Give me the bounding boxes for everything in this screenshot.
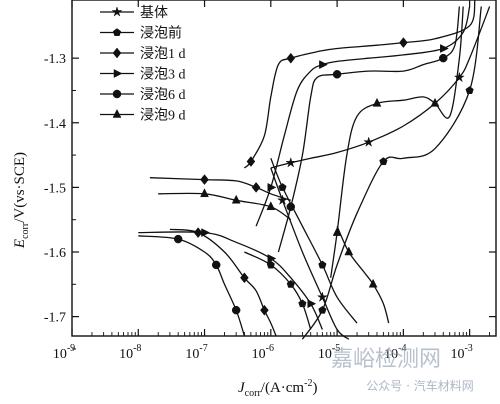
series-line-cathodic-2 [169, 228, 277, 337]
data-marker [267, 182, 277, 192]
series-line-cathodic-3 [138, 231, 323, 330]
data-marker [211, 260, 221, 270]
data-marker [399, 37, 408, 49]
data-marker [173, 234, 183, 244]
data-marker [201, 228, 211, 238]
legend-label: 浸泡前 [140, 25, 182, 42]
series-line-cathodic-4 [138, 235, 246, 337]
x-tick-label: 10-3 [450, 343, 472, 362]
data-marker [200, 174, 209, 186]
data-marker [111, 6, 123, 17]
data-marker [319, 60, 328, 70]
data-marker [246, 156, 256, 167]
data-marker [112, 47, 122, 59]
x-tick-label: 10-8 [119, 343, 141, 362]
data-marker [113, 69, 123, 78]
data-marker [231, 305, 241, 315]
series-line-anodic-0 [270, 6, 491, 169]
legend-label: 浸泡1 d [140, 46, 186, 62]
data-marker [285, 156, 297, 168]
series-line-anodic-3 [255, 6, 471, 227]
y-tick-label: -1.5 [44, 181, 66, 196]
x-axis-title: Jcorr/(A·cm-2) [238, 378, 317, 399]
data-marker [276, 194, 289, 206]
data-marker [112, 28, 122, 36]
data-marker [266, 260, 275, 269]
data-marker [112, 89, 122, 99]
data-marker [332, 70, 342, 79]
data-marker [368, 278, 378, 288]
data-marker [379, 157, 388, 166]
series-line-anodic-2 [243, 0, 476, 169]
data-marker [439, 53, 448, 63]
data-marker [316, 291, 328, 303]
x-tick-label: 10-4 [384, 343, 406, 362]
data-marker [112, 108, 122, 118]
legend-label: 基体 [140, 4, 168, 21]
data-marker [286, 52, 296, 64]
data-marker [240, 272, 249, 284]
x-axis-ticks: 10-9 10-8 10-7 10-6 10-5 10-4 10-3 [53, 0, 491, 362]
watermark-account: 公众号 · 汽车材料网 [366, 378, 473, 393]
y-axis-title: Ecorr/V(vs·SCE) [12, 152, 31, 249]
data-marker [465, 86, 474, 94]
data-marker [286, 202, 296, 212]
data-marker [372, 97, 382, 107]
data-marker [251, 181, 261, 193]
x-tick-label: 10-5 [318, 343, 340, 362]
data-marker [267, 254, 277, 263]
legend-label: 浸泡3 d [140, 67, 186, 83]
legend-label: 浸泡6 d [140, 87, 186, 103]
legend-label: 浸泡9 d [140, 108, 186, 124]
data-marker [307, 299, 317, 309]
data-marker [430, 97, 440, 107]
data-marker [344, 246, 354, 256]
data-marker [231, 194, 241, 204]
data-marker [266, 201, 276, 211]
data-marker [440, 44, 449, 53]
data-marker [200, 188, 209, 198]
data-marker [363, 136, 375, 147]
data-marker [332, 227, 342, 236]
series-line-anodic-4 [277, 6, 461, 253]
data-marker [278, 183, 287, 191]
y-tick-label: -1.7 [44, 311, 66, 326]
series-line-anodic-5 [330, 6, 464, 278]
data-marker [286, 279, 295, 288]
series-line-cathodic-0 [270, 167, 350, 340]
plot-frame [71, 0, 497, 337]
data-marker [193, 227, 203, 239]
y-axis-ticks: -1.3 -1.4 -1.5 -1.6 -1.7 [44, 52, 496, 350]
series-line-cathodic-1 [270, 158, 358, 324]
y-tick-label: -1.6 [44, 246, 66, 261]
data-marker [318, 305, 327, 314]
data-marker [298, 299, 307, 308]
x-tick-label: 10-9 [53, 343, 75, 362]
data-marker [318, 260, 327, 269]
y-tick-label: -1.4 [44, 117, 66, 132]
x-tick-label: 10-6 [252, 343, 274, 362]
data-marker [453, 71, 465, 83]
x-tick-label: 10-7 [185, 343, 207, 362]
y-tick-label: -1.3 [44, 52, 66, 67]
watermark-site: 嘉峪检测网 [331, 347, 441, 372]
markers [173, 37, 474, 316]
data-marker [260, 304, 269, 316]
curves [138, 0, 491, 340]
